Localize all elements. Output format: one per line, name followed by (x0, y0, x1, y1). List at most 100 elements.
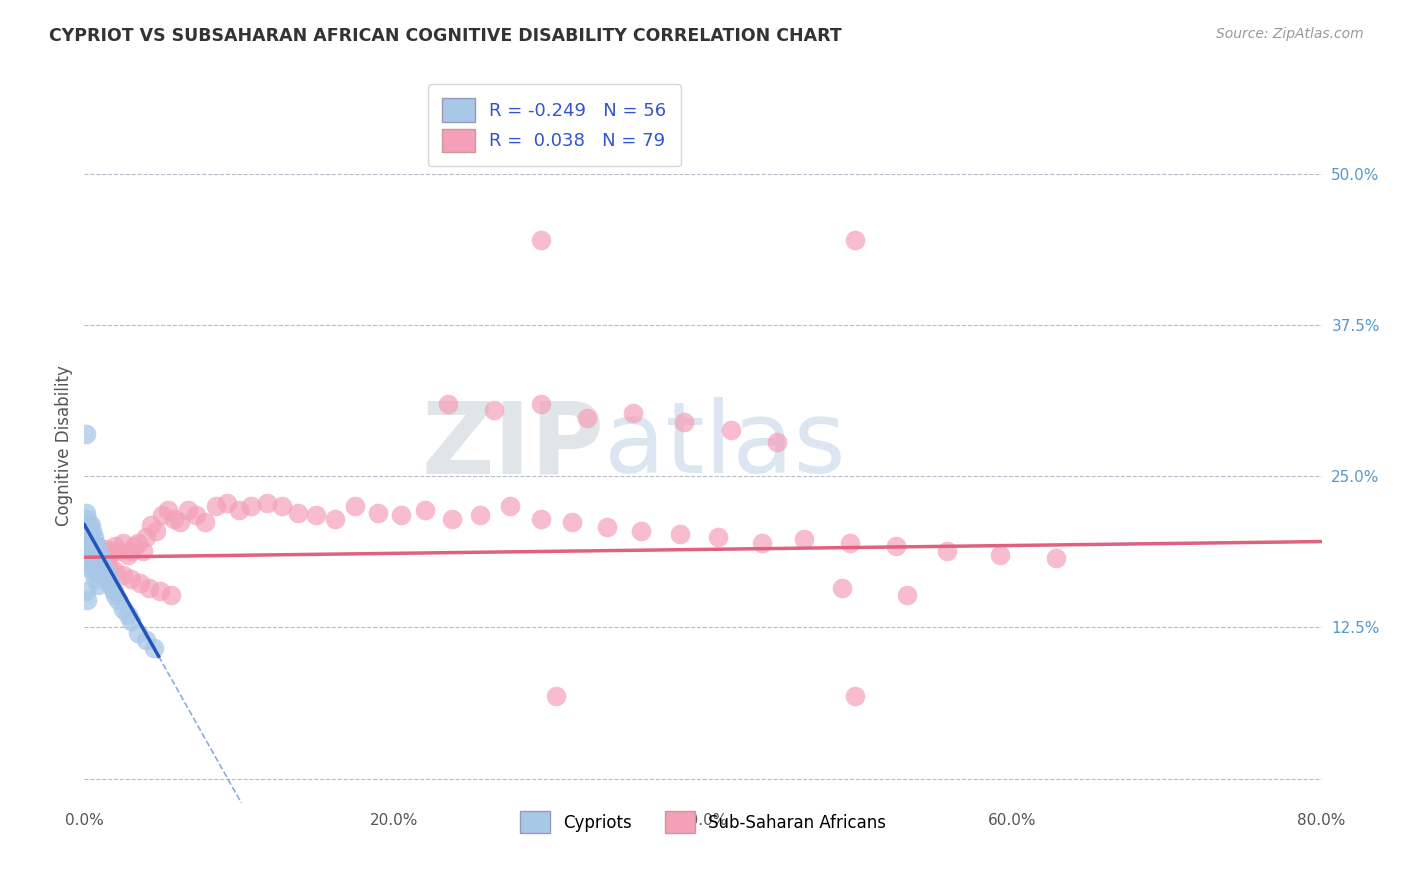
Legend: Cypriots, Sub-Saharan Africans: Cypriots, Sub-Saharan Africans (508, 799, 898, 845)
Point (87, 551, 110, 566)
Text: CYPRIOT VS SUBSAHARAN AFRICAN COGNITIVE DISABILITY CORRELATION CHART: CYPRIOT VS SUBSAHARAN AFRICAN COGNITIVE … (49, 27, 842, 45)
Point (184, 508, 207, 522)
Point (145, 524, 167, 538)
Point (596, 520, 619, 534)
Point (84, 535, 107, 549)
Point (470, 508, 492, 522)
Point (484, 402, 506, 417)
Point (228, 503, 250, 517)
Point (576, 411, 599, 425)
Point (129, 575, 152, 590)
Point (367, 506, 389, 520)
Point (107, 544, 129, 558)
Point (139, 517, 162, 532)
Point (82, 548, 104, 562)
Point (1045, 551, 1067, 566)
Point (560, 515, 583, 529)
Point (323, 511, 346, 525)
Point (87, 578, 110, 592)
Point (936, 544, 959, 558)
Point (103, 584, 125, 599)
Point (305, 508, 328, 522)
Point (83, 530, 105, 544)
Point (720, 423, 742, 437)
Point (77, 541, 100, 556)
Point (76, 511, 98, 525)
Point (160, 588, 183, 602)
Point (79, 535, 101, 549)
Point (82, 564, 104, 578)
Point (205, 500, 228, 514)
Point (84, 541, 107, 556)
Point (75, 535, 97, 549)
Point (101, 544, 124, 558)
Point (82, 544, 104, 558)
Point (831, 581, 853, 595)
Point (838, 535, 860, 549)
Point (413, 503, 436, 517)
Point (79, 530, 101, 544)
Point (844, 233, 866, 247)
Point (104, 588, 127, 602)
Point (120, 544, 142, 558)
Point (751, 535, 773, 549)
Point (669, 527, 692, 541)
Point (271, 500, 294, 514)
Point (77, 535, 100, 549)
Point (127, 626, 149, 640)
Point (896, 588, 918, 602)
Point (499, 500, 522, 514)
Point (256, 496, 278, 510)
Point (86, 540, 108, 554)
Point (89, 548, 111, 562)
Point (120, 615, 142, 629)
Point (77, 548, 100, 562)
Point (529, 233, 551, 247)
Point (546, 690, 568, 704)
Point (630, 524, 652, 538)
Point (163, 511, 186, 525)
Point (844, 690, 866, 704)
Point (156, 503, 179, 517)
Point (86, 541, 108, 556)
Point (135, 632, 157, 647)
Point (87, 560, 110, 574)
Point (84, 554, 107, 568)
Point (149, 584, 172, 599)
Point (75, 426, 97, 441)
Point (79, 544, 101, 558)
Point (343, 500, 366, 514)
Text: atlas: atlas (605, 398, 845, 494)
Point (98, 560, 121, 574)
Point (104, 564, 127, 578)
Point (82, 530, 104, 544)
Point (240, 500, 263, 514)
Point (79, 560, 101, 574)
Point (127, 535, 149, 549)
Point (104, 540, 127, 554)
Point (75, 524, 97, 538)
Point (112, 568, 135, 582)
Point (135, 530, 157, 544)
Point (98, 548, 121, 562)
Point (122, 540, 145, 554)
Point (91, 548, 114, 562)
Point (100, 578, 122, 592)
Point (621, 406, 644, 420)
Point (83, 535, 105, 549)
Point (117, 608, 139, 623)
Point (529, 397, 551, 411)
Point (436, 397, 458, 411)
Point (76, 540, 98, 554)
Point (112, 535, 135, 549)
Point (988, 548, 1011, 562)
Point (91, 568, 114, 582)
Point (793, 532, 815, 546)
Point (87, 548, 110, 562)
Point (94, 541, 117, 556)
Point (76, 592, 98, 607)
Point (89, 557, 111, 571)
Point (75, 584, 97, 599)
Point (194, 515, 217, 529)
Point (84, 548, 107, 562)
